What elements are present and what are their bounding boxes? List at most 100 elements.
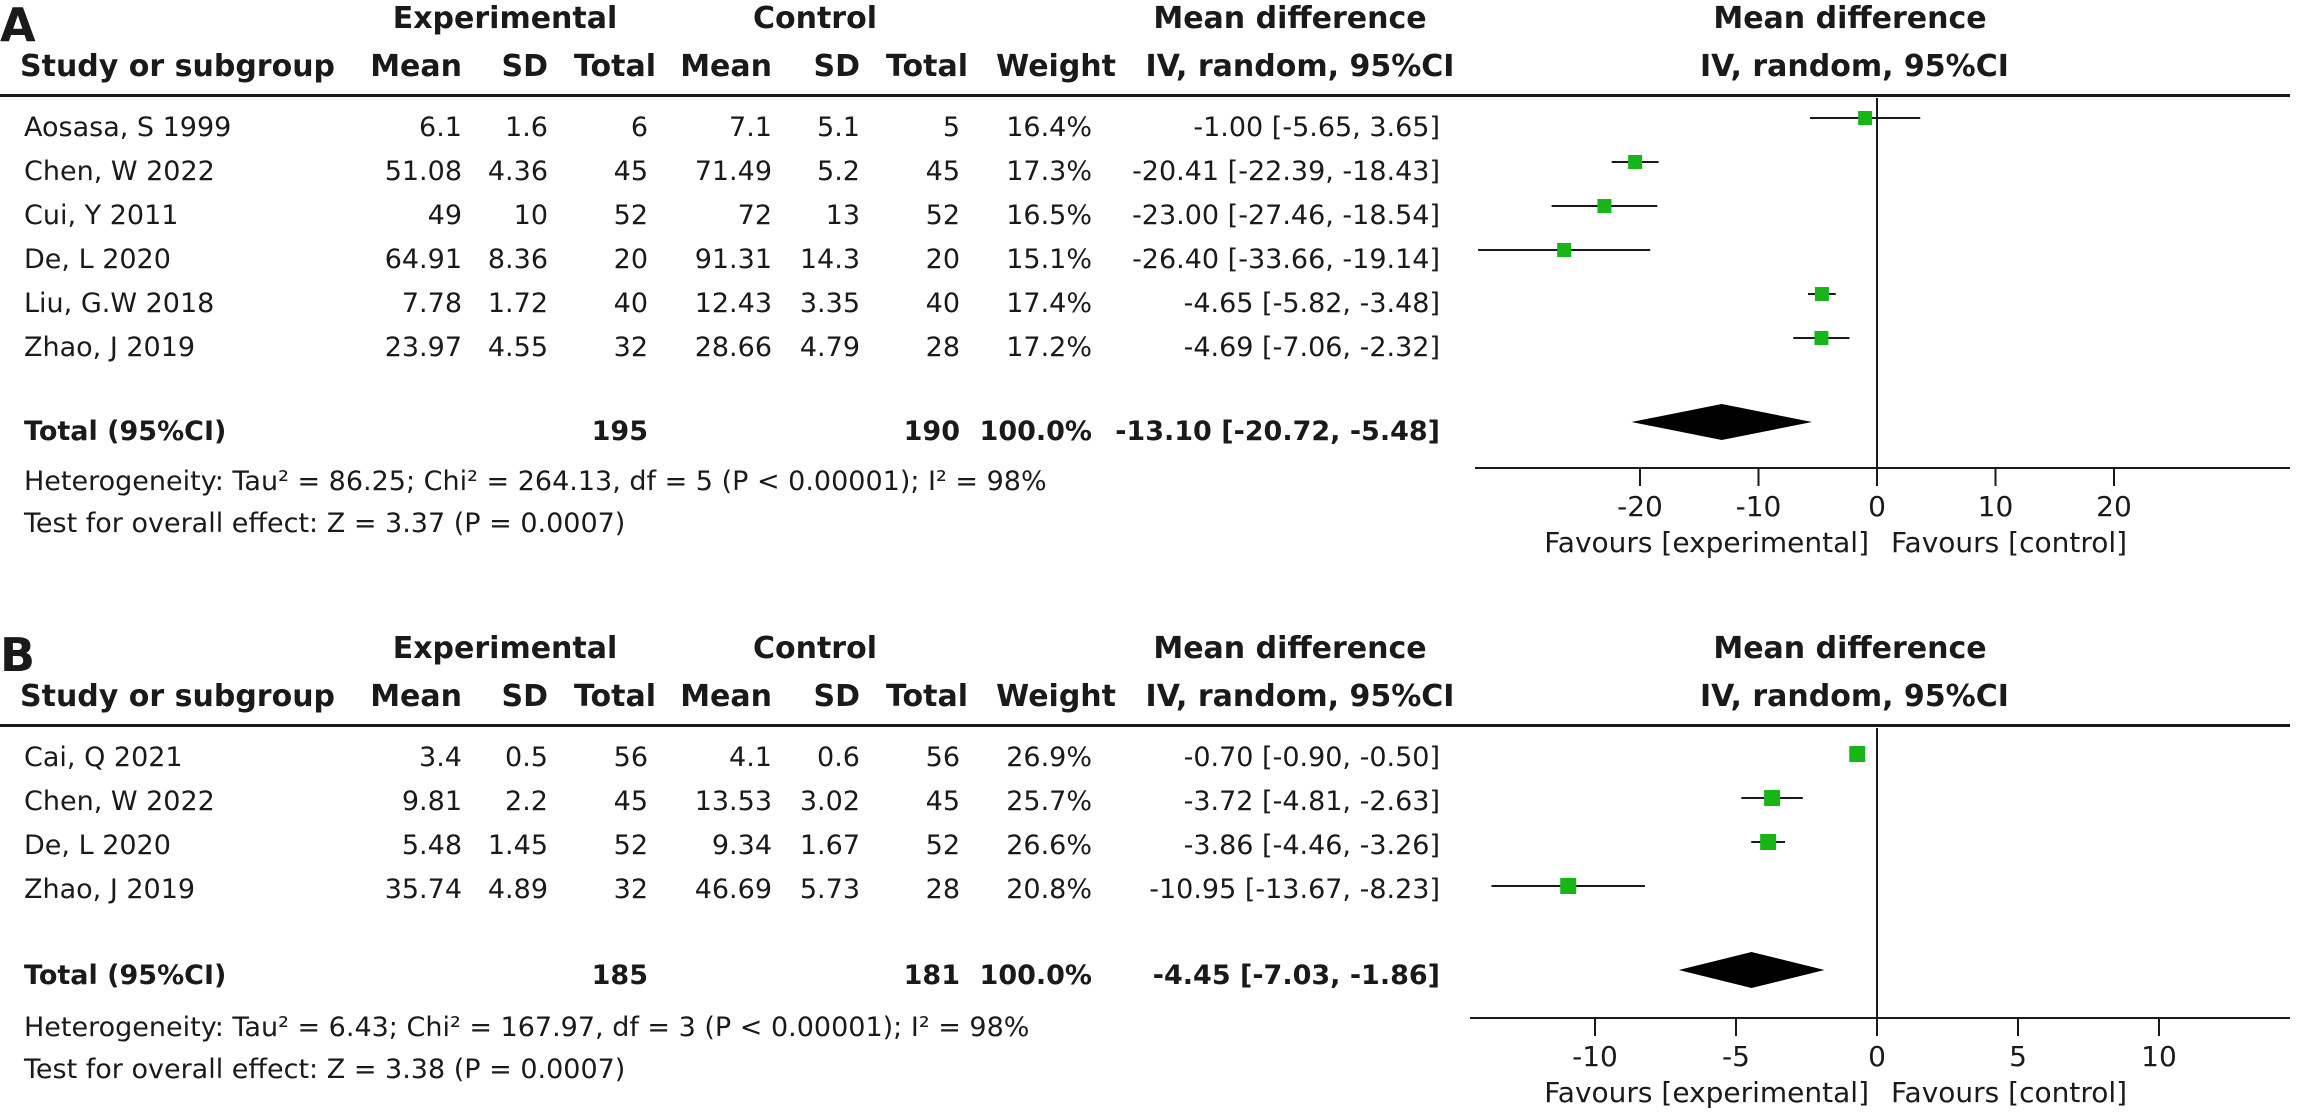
exp-mean: 49 [427,200,462,231]
md-title-header: Mean difference [1153,1,1427,36]
study-marker [1628,155,1643,169]
x-tick-label: 10 [2141,1040,2177,1073]
ctl-total: 52 [925,200,960,231]
ctl-sd: 3.35 [799,288,860,319]
md-plot-method-header: IV, random, 95%CI [1700,49,2009,84]
ctl-sd: 13 [825,200,860,231]
pooled-diamond [1631,404,1813,440]
ctl-sd: 0.6 [817,742,860,773]
panel-label: A [0,0,36,52]
ctl-mean: 12.43 [694,288,772,319]
weight-header: Weight [996,49,1116,84]
exp-total: 56 [613,742,648,773]
exp-sd: 2.2 [505,786,548,817]
study-name: Zhao, J 2019 [24,874,196,905]
md-title-header: Mean difference [1153,631,1427,666]
ctl-mean: 4.1 [729,742,772,773]
ctl-mean-header: Mean [680,679,772,714]
exp-mean: 35.74 [384,874,462,905]
ctl-total: 56 [925,742,960,773]
exp-mean: 5.48 [401,830,462,861]
ctl-total: 28 [925,332,960,363]
md-method-header: IV, random, 95%CI [1145,679,1455,714]
exp-mean: 9.81 [401,786,462,817]
ci-text: -1.00 [-5.65, 3.65] [1193,112,1440,143]
ctl-total: 52 [925,830,960,861]
exp-total-header: Total [574,49,656,84]
total-label: Total (95%CI) [24,416,227,447]
weight: 16.4% [1006,112,1092,143]
ctl-sd: 14.3 [799,244,860,275]
exp-sd: 0.5 [505,742,548,773]
study-marker [1858,111,1873,125]
ctl-mean: 7.1 [729,112,772,143]
exp-sd-header: SD [501,679,548,714]
study-name: Cui, Y 2011 [24,200,179,231]
ctl-sd-header: SD [813,49,860,84]
favours-left-label: Favours [experimental] [1544,526,1869,559]
study-name: De, L 2020 [24,244,171,275]
ctl-total: 45 [925,786,960,817]
ci-text: -3.72 [-4.81, -2.63] [1183,786,1440,817]
total-ctl: 181 [903,960,960,991]
weight: 26.6% [1006,830,1092,861]
exp-sd: 10 [513,200,548,231]
weight: 20.8% [1006,874,1092,905]
study-name: Aosasa, S 1999 [24,112,232,143]
exp-sd: 4.36 [487,156,548,187]
ci-text: -3.86 [-4.46, -3.26] [1183,830,1440,861]
weight: 17.3% [1006,156,1092,187]
ctl-total-header: Total [886,679,968,714]
total-exp: 185 [591,960,648,991]
study-marker [1560,878,1577,894]
total-weight: 100.0% [979,960,1092,991]
weight-header: Weight [996,679,1116,714]
exp-total: 20 [613,244,648,275]
pooled-diamond [1678,952,1825,988]
panel-label: B [0,628,36,682]
exp-total: 32 [613,332,648,363]
ctl-total: 5 [942,112,960,143]
study-name: Chen, W 2022 [24,786,215,817]
exp-total: 32 [613,874,648,905]
ctl-sd: 4.79 [799,332,860,363]
exp-mean: 3.4 [419,742,462,773]
header-rule [0,724,2290,727]
x-tick-label: 5 [2009,1040,2027,1073]
ctl-mean: 72 [737,200,772,231]
ci-text: -20.41 [-22.39, -18.43] [1132,156,1440,187]
weight: 17.4% [1006,288,1092,319]
weight: 15.1% [1006,244,1092,275]
ctl-sd: 5.2 [817,156,860,187]
x-tick-label: 10 [1978,490,2014,523]
study-col-header: Study or subgroup [20,49,336,84]
exp-mean: 64.91 [384,244,462,275]
exp-total: 6 [630,112,648,143]
ci-text: -23.00 [-27.46, -18.54] [1132,200,1440,231]
x-tick-label: -20 [1617,490,1663,523]
study-name: Cai, Q 2021 [24,742,183,773]
overall-effect-text: Test for overall effect: Z = 3.37 (P = 0… [24,508,626,539]
favours-right-label: Favours [control] [1891,526,2127,559]
exp-total: 45 [613,156,648,187]
md-plot-title-header: Mean difference [1713,631,1987,666]
favours-right-label: Favours [control] [1891,1076,2127,1109]
exp-sd-header: SD [501,49,548,84]
heterogeneity-text: Heterogeneity: Tau² = 86.25; Chi² = 264.… [24,466,1047,497]
ctl-total: 40 [925,288,960,319]
md-plot-title-header: Mean difference [1713,1,1987,36]
x-tick-label: -5 [1722,1040,1750,1073]
ci-text: -4.69 [-7.06, -2.32] [1183,332,1440,363]
ctl-mean: 9.34 [711,830,772,861]
ctl-total: 45 [925,156,960,187]
weight: 26.9% [1006,742,1092,773]
ctl-sd: 5.1 [817,112,860,143]
total-ctl: 190 [903,416,960,447]
exp-sd: 1.72 [487,288,548,319]
exp-total: 40 [613,288,648,319]
experimental-header: Experimental [392,631,618,666]
control-header: Control [752,1,877,36]
exp-sd: 4.89 [487,874,548,905]
favours-left-label: Favours [experimental] [1544,1076,1869,1109]
study-marker [1814,331,1829,345]
